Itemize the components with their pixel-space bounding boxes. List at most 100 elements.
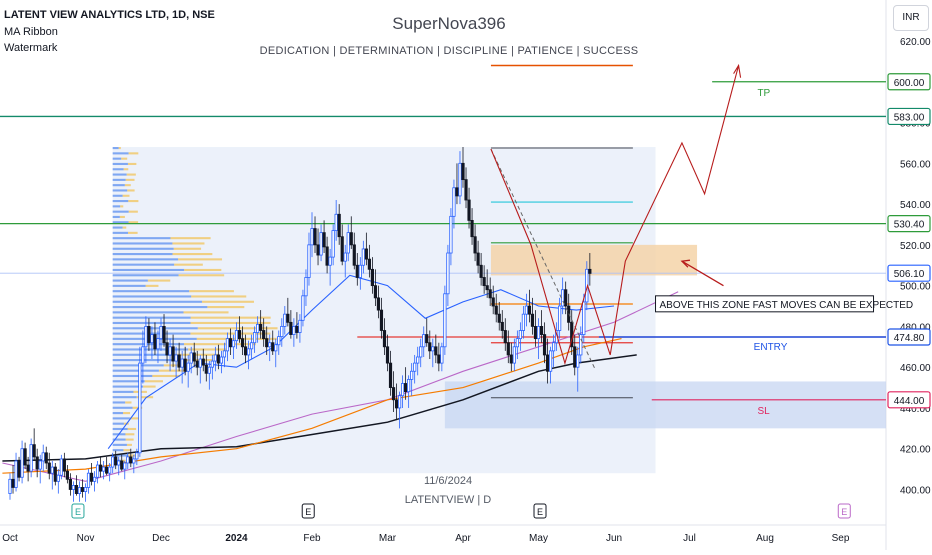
candle-body	[494, 305, 498, 315]
support-zone	[444, 381, 886, 429]
profile-bar	[112, 200, 129, 203]
profile-bar	[112, 306, 208, 309]
profile-bar	[112, 184, 125, 187]
candle-body	[382, 330, 387, 348]
candle-body	[488, 289, 492, 299]
profile-bar	[174, 263, 203, 266]
candle-body	[397, 395, 402, 409]
candle-body	[413, 362, 417, 372]
candle-body	[425, 334, 429, 344]
candle-body	[461, 162, 465, 181]
candle-body	[479, 264, 483, 278]
time-tick-label: May	[529, 533, 548, 544]
candle-body	[265, 338, 269, 348]
candle-body	[26, 464, 30, 472]
candle-body	[92, 476, 97, 482]
candle-body	[11, 478, 15, 488]
profile-bar	[144, 380, 163, 383]
ma-black	[2, 354, 637, 462]
profile-bar	[123, 168, 129, 171]
price-tick-label: 560.00	[900, 159, 931, 170]
candle-body	[286, 313, 290, 323]
profile-bar	[127, 189, 135, 192]
candle-body	[120, 460, 124, 470]
price-label-text: 444.00	[894, 396, 925, 407]
candle-body	[62, 458, 66, 472]
profile-bar	[190, 321, 271, 325]
indicator-ma-ribbon[interactable]: MA Ribbon	[4, 26, 58, 38]
profile-bar	[112, 263, 175, 266]
candle-body	[431, 346, 435, 352]
price-tick-label: 460.00	[900, 363, 931, 374]
candle-body	[376, 297, 381, 311]
candle-body	[518, 330, 522, 340]
earnings-marker-label: E	[841, 507, 847, 517]
projection-arrowhead	[733, 63, 742, 78]
tp-label: TP	[757, 88, 770, 99]
candle-body	[482, 277, 486, 287]
candle-body	[74, 485, 79, 494]
time-axis: Oct Nov Dec 2024 Feb Mar Apr May Jun Jul Aug Sep E E E…	[2, 503, 851, 544]
profile-bar	[128, 152, 139, 155]
profile-bar	[152, 374, 181, 378]
candle-body	[234, 330, 239, 342]
candle-body	[419, 346, 423, 358]
candle-body	[207, 366, 211, 374]
profile-bar	[184, 343, 256, 346]
candle-body	[509, 354, 513, 364]
candle-body	[204, 364, 208, 374]
profile-bar	[172, 242, 205, 245]
candle-body	[20, 448, 24, 478]
profile-bar	[112, 162, 128, 166]
price-tick-label: 540.00	[900, 200, 931, 211]
profile-bar	[188, 348, 229, 351]
profile-bar	[112, 406, 133, 409]
indicator-watermark[interactable]: Watermark	[4, 42, 58, 54]
breakout-zone	[490, 244, 698, 276]
profile-bar	[127, 427, 137, 431]
candle-body	[464, 179, 468, 201]
profile-bar	[207, 306, 245, 309]
candle-body	[105, 466, 109, 474]
candle-body	[231, 340, 236, 348]
candle-body	[500, 321, 504, 331]
price-tick-label: 620.00	[900, 37, 931, 48]
candle-body	[588, 268, 592, 274]
profile-bar	[125, 401, 132, 404]
candle-body	[246, 348, 251, 356]
candle-body	[89, 472, 94, 482]
profile-bar	[112, 147, 119, 150]
candle-body	[86, 472, 91, 488]
earnings-marker-box	[301, 503, 315, 519]
candle-body	[289, 321, 293, 335]
profile-bar	[112, 284, 146, 287]
profile-bar	[112, 401, 126, 404]
price-label-box	[887, 215, 931, 233]
profile-bar	[145, 284, 159, 287]
profile-bar	[112, 348, 189, 351]
candle-body	[364, 248, 368, 260]
profile-bar	[178, 274, 225, 277]
profile-bar	[112, 242, 173, 245]
candle-body	[99, 464, 103, 472]
candle-body	[59, 458, 63, 476]
zone-arrowhead	[680, 259, 691, 268]
currency-button[interactable]: INR	[893, 5, 929, 31]
candle-body	[95, 464, 100, 478]
candle-body	[349, 232, 353, 246]
level-lines	[0, 64, 886, 401]
candle-body	[159, 326, 163, 340]
profile-bar	[112, 189, 128, 192]
candle-body	[358, 264, 362, 278]
profile-bar	[112, 168, 124, 171]
candle-body	[428, 342, 432, 352]
candle-body	[50, 466, 54, 474]
candle-body	[41, 452, 45, 462]
candle-body	[108, 466, 112, 474]
candle-body	[177, 354, 181, 368]
price-label-box	[887, 107, 931, 126]
candle-body	[243, 346, 248, 356]
candle-body	[249, 342, 254, 350]
candle-body	[47, 462, 51, 474]
